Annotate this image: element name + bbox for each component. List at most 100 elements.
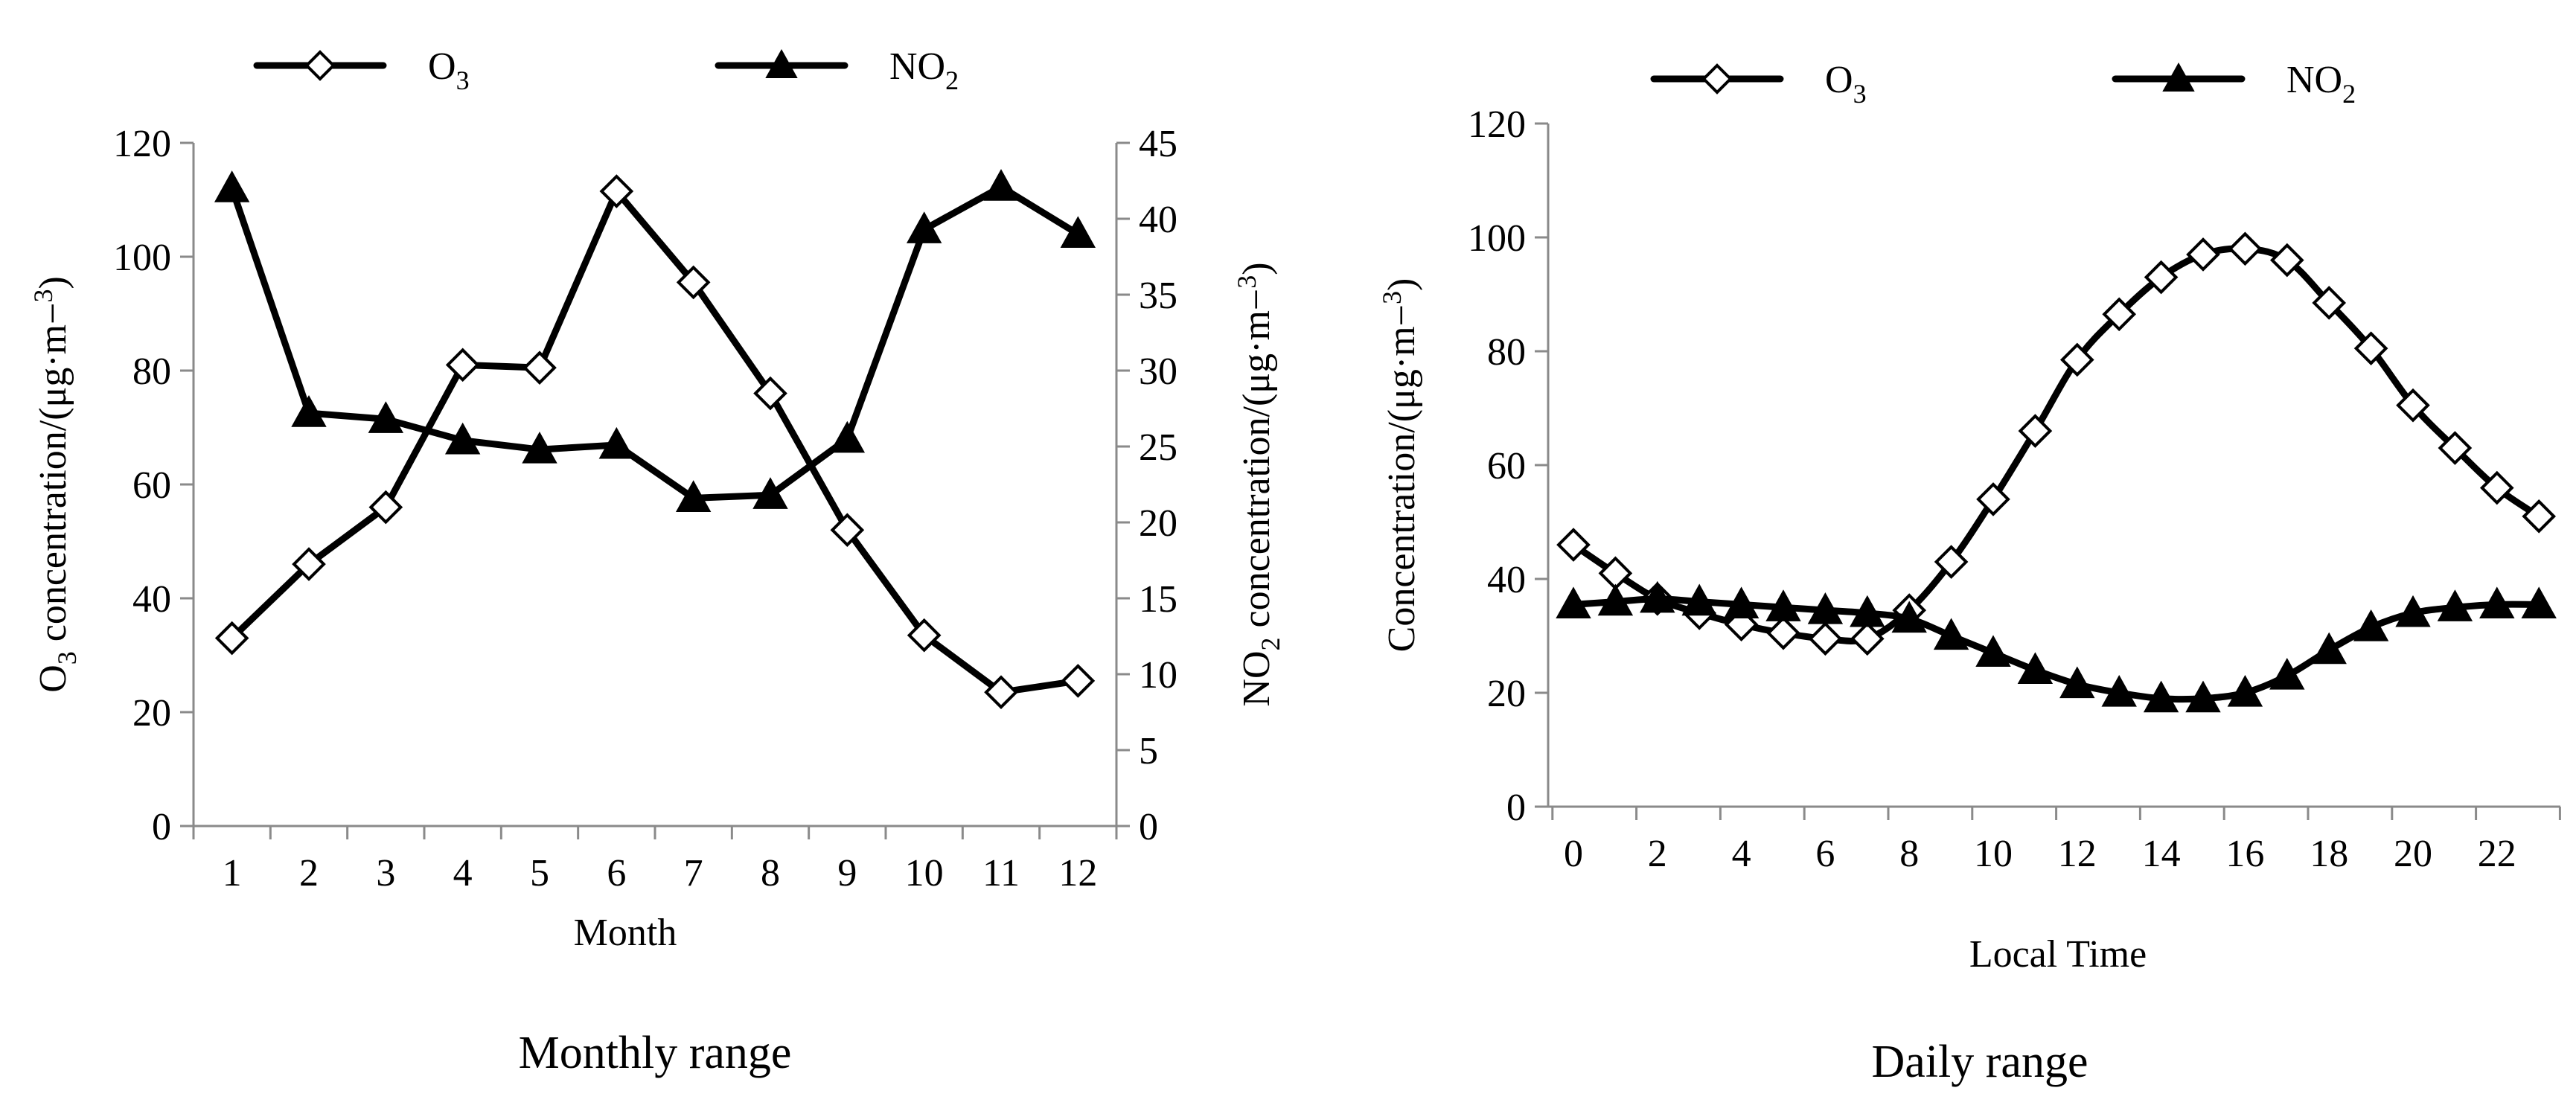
chart-caption: Monthly range [519,1028,792,1078]
point-no2 [1975,635,2011,668]
point-no2 [1060,216,1096,248]
x-tick-label: 12 [2058,833,2097,875]
legend-label-no2: NO2​ [2286,59,2356,109]
x-axis-label: Local Time [1969,933,2147,976]
series-line-no2 [228,183,1081,502]
legend-label-o3: O3​ [1825,59,1867,109]
point-no2 [522,432,557,464]
legend-marker-diamond [1701,63,1733,95]
x-tick-label: 3 [376,852,395,894]
series-line-o3 [1570,245,2543,644]
point-no2 [1765,589,1801,621]
point-no2 [1597,583,1634,616]
x-tick-label: 2 [299,852,319,894]
legend-label-o3: O3​ [428,45,470,95]
point-no2 [1723,586,1760,619]
right-y-tick-label: 10 [1139,654,1177,697]
right-y-tick-label: 5 [1139,730,1158,772]
legend-label-no2: NO2​ [889,45,959,95]
x-tick-label: 8 [761,852,780,894]
x-tick-label: 8 [1899,833,1919,875]
point-o3 [1556,528,1591,562]
point-no2 [1891,601,1927,633]
left-y-tick-label: 120 [113,123,171,165]
x-tick-label: 12 [1058,852,1097,894]
left-y-axis-label: O3​ concentration/(μg·m−3​) [28,276,82,693]
point-o3 [368,490,403,525]
right-y-tick-label: 15 [1139,578,1177,621]
point-no2 [2101,674,2137,707]
point-no2 [444,422,481,455]
x-tick-label: 20 [2394,833,2432,875]
point-no2 [752,477,788,509]
point-o3 [753,376,787,411]
point-no2 [2269,657,2305,690]
left-y-tick-label: 60 [132,464,171,507]
y-tick-label: 0 [1506,787,1526,829]
point-o3 [2396,388,2430,423]
point-no2 [1556,586,1591,619]
point-o3 [2102,297,2137,332]
point-no2 [598,426,635,459]
x-tick-label: 18 [2310,833,2348,875]
point-o3 [2353,331,2388,366]
series-line-o3 [228,188,1081,696]
point-no2 [368,401,404,433]
point-o3 [2228,231,2263,266]
chart-caption: Daily range [1872,1037,2088,1087]
point-o3 [1766,615,1800,650]
point-o3 [2018,414,2053,448]
point-o3 [599,174,634,208]
point-no2 [2395,595,2431,627]
x-tick-label: 11 [982,852,1020,894]
series-line-no2 [1570,595,2543,703]
x-tick-label: 1 [223,852,242,894]
point-no2 [2521,586,2557,619]
point-o3 [1850,621,1885,656]
y-tick-label: 20 [1487,673,1526,715]
right-y-axis-label: NO2​ concentration/(μg·m−3​) [1232,262,1285,706]
point-o3 [907,618,942,653]
point-no2 [2017,652,2054,684]
point-no2 [2353,609,2389,641]
right-y-tick-label: 45 [1139,123,1177,165]
left-y-tick-label: 100 [113,237,171,279]
point-o3 [1061,664,1096,698]
right-y-tick-label: 35 [1139,275,1177,317]
point-o3 [1934,545,1969,579]
point-no2 [2059,666,2095,699]
point-no2 [675,480,712,512]
point-no2 [906,211,942,243]
x-tick-label: 10 [905,852,944,894]
point-no2 [983,169,1019,201]
right-y-tick-label: 25 [1139,426,1177,469]
point-o3 [292,547,326,581]
y-axis-label: Concentration/(μg·m−3​) [1377,278,1423,653]
point-o3 [2269,243,2304,278]
x-tick-label: 6 [607,852,626,894]
left-y-tick-label: 0 [152,806,171,848]
point-no2 [1681,583,1717,616]
x-tick-label: 14 [2142,833,2181,875]
x-tick-label: 0 [1564,833,1583,875]
point-no2 [2311,632,2347,665]
point-o3 [214,621,249,656]
point-no2 [829,420,866,453]
x-tick-label: 4 [453,852,473,894]
point-no2 [2143,680,2179,713]
x-axis-label: Month [574,912,677,954]
point-o3 [2312,286,2347,320]
y-tick-label: 100 [1468,217,1526,260]
point-o3 [830,513,865,548]
point-no2 [2437,589,2473,621]
x-tick-label: 9 [837,852,857,894]
y-tick-label: 60 [1487,445,1526,487]
x-tick-label: 16 [2225,833,2264,875]
point-o3 [2186,237,2220,272]
point-o3 [2438,431,2473,465]
x-tick-label: 22 [2478,833,2516,875]
point-o3 [2059,342,2094,377]
x-tick-label: 7 [684,852,703,894]
point-no2 [1850,595,1885,627]
